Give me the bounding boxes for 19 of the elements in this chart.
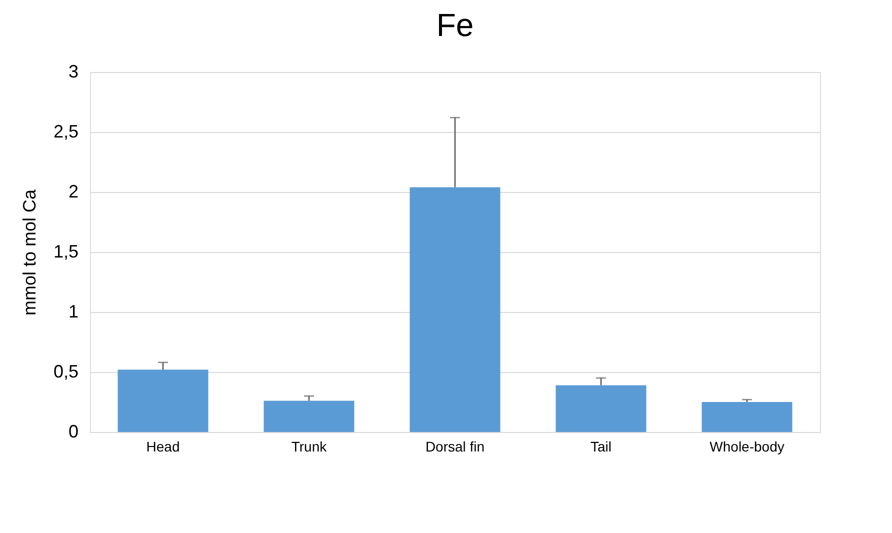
y-tick-label: 0,5	[53, 362, 78, 382]
y-tick-label: 2,5	[53, 122, 78, 142]
y-tick-label: 3	[68, 62, 78, 82]
bar	[702, 402, 792, 432]
chart-title: Fe	[436, 7, 474, 43]
x-tick-label: Whole-body	[710, 438, 784, 454]
bar	[264, 400, 354, 432]
bar	[556, 385, 646, 432]
bar	[118, 370, 208, 432]
x-tick-label: Dorsal fin	[425, 438, 485, 454]
x-tick-label: Trunk	[291, 438, 328, 454]
y-axis-title: mmol to mol Ca	[19, 188, 40, 316]
y-tick-label: 2	[68, 182, 78, 202]
y-tick-label: 0	[68, 422, 78, 442]
bar	[410, 187, 500, 432]
y-tick-label: 1,5	[53, 242, 78, 262]
x-tick-label: Tail	[590, 438, 612, 454]
y-tick-label: 1	[68, 302, 78, 322]
x-tick-label: Head	[146, 438, 180, 454]
